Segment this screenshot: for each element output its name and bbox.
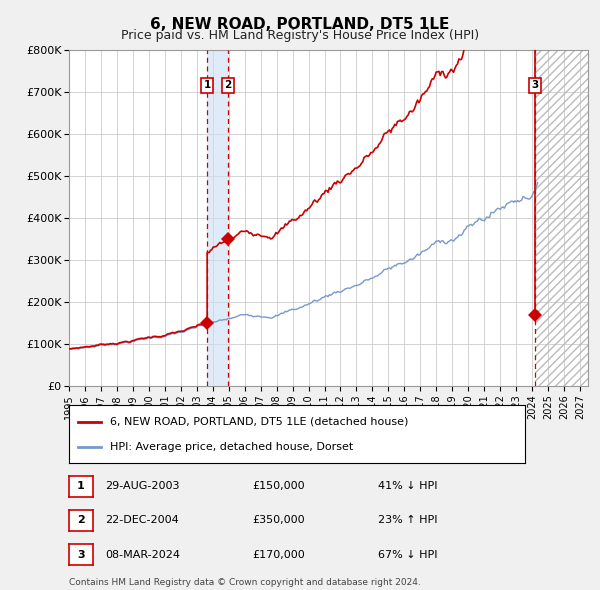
Text: 3: 3 — [532, 80, 539, 90]
Bar — [207, 50, 228, 386]
Text: 22-DEC-2004: 22-DEC-2004 — [105, 516, 179, 525]
Text: 23% ↑ HPI: 23% ↑ HPI — [378, 516, 437, 525]
Text: 08-MAR-2024: 08-MAR-2024 — [105, 550, 180, 559]
Text: £170,000: £170,000 — [252, 550, 305, 559]
Text: £150,000: £150,000 — [252, 481, 305, 491]
Bar — [535, 50, 588, 386]
Text: 2: 2 — [224, 80, 232, 90]
Text: 67% ↓ HPI: 67% ↓ HPI — [378, 550, 437, 559]
Text: 2: 2 — [77, 516, 85, 525]
Text: 1: 1 — [203, 80, 211, 90]
Text: HPI: Average price, detached house, Dorset: HPI: Average price, detached house, Dors… — [110, 442, 353, 452]
Text: 41% ↓ HPI: 41% ↓ HPI — [378, 481, 437, 491]
Text: 6, NEW ROAD, PORTLAND, DT5 1LE (detached house): 6, NEW ROAD, PORTLAND, DT5 1LE (detached… — [110, 417, 409, 427]
Bar — [535, 50, 588, 386]
Text: £350,000: £350,000 — [252, 516, 305, 525]
Text: 1: 1 — [77, 481, 85, 491]
Text: 29-AUG-2003: 29-AUG-2003 — [105, 481, 179, 491]
Text: 6, NEW ROAD, PORTLAND, DT5 1LE: 6, NEW ROAD, PORTLAND, DT5 1LE — [151, 17, 449, 31]
Text: Contains HM Land Registry data © Crown copyright and database right 2024.: Contains HM Land Registry data © Crown c… — [69, 578, 421, 586]
Text: 3: 3 — [77, 550, 85, 559]
Text: Price paid vs. HM Land Registry's House Price Index (HPI): Price paid vs. HM Land Registry's House … — [121, 30, 479, 42]
